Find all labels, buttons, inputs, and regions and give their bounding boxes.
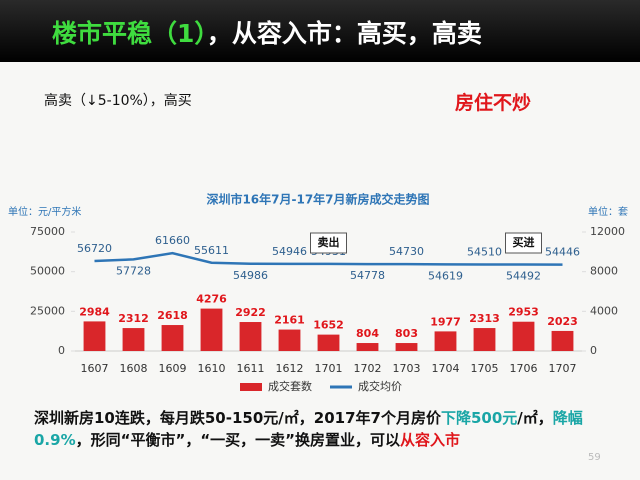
bar-value-label: 804: [356, 327, 379, 340]
title-highlight: 楼市平稳（1）: [52, 19, 207, 48]
bar-value-label: 2618: [157, 309, 188, 322]
line-value-label: 56720: [77, 242, 112, 255]
line-value-label: 54510: [467, 246, 502, 259]
x-tick-label: 1704: [432, 362, 460, 375]
x-tick-label: 1706: [510, 362, 538, 375]
bar: [239, 322, 262, 351]
y-tick-label: 0: [58, 344, 65, 357]
line-value-label: 54619: [428, 269, 463, 282]
line-value-label: 54986: [233, 269, 268, 282]
line-value-label: 54730: [389, 245, 424, 258]
y2-tick-label: 12000: [590, 225, 625, 238]
annotation: 卖出: [318, 235, 340, 249]
line-value-label: 55611: [194, 244, 229, 257]
x-tick-label: 1610: [198, 362, 226, 375]
bar: [83, 321, 106, 351]
x-tick-label: 1609: [159, 362, 187, 375]
header-bar: 楼市平稳（1），从容入市：高买，高卖: [0, 0, 640, 62]
bar: [122, 328, 145, 351]
bar-value-label: 2312: [118, 312, 149, 325]
bar: [161, 325, 184, 351]
footer-segment: /㎡，: [517, 409, 553, 427]
bar: [317, 334, 340, 351]
line-value-label: 57728: [116, 264, 151, 277]
bar-value-label: 2984: [79, 305, 110, 318]
page-number: 59: [588, 452, 601, 463]
bar: [356, 343, 379, 351]
bar-value-label: 2161: [274, 314, 305, 327]
bar: [551, 330, 574, 351]
y-unit: 单位：元/平方米: [8, 205, 81, 218]
bar-value-label: 803: [395, 327, 418, 340]
bar: [278, 329, 301, 351]
bar-value-label: 1977: [430, 315, 461, 328]
x-tick-label: 1707: [549, 362, 577, 375]
legend-swatch: [240, 383, 262, 391]
annotation-box: [505, 232, 542, 254]
bar-value-label: 1652: [313, 319, 344, 332]
y-tick-label: 25000: [30, 304, 65, 317]
y2-unit: 单位：套: [588, 205, 628, 218]
footer-segment: 下降500元: [440, 409, 518, 427]
legend-label: 成交均价: [358, 379, 402, 393]
footer-segment: 降幅0.9%: [34, 409, 583, 449]
bar: [512, 321, 535, 351]
bar: [395, 343, 418, 351]
chart-title: 深圳市16年7月-17年7月新房成交走势图: [206, 192, 429, 207]
line: [94, 251, 563, 266]
subtitle: 高卖（↓5-10%），高买: [44, 93, 192, 109]
x-tick-label: 1705: [471, 362, 499, 375]
slogan: 房住不炒: [455, 92, 532, 114]
bar-value-label: 2023: [547, 315, 578, 328]
line-value-label: 54446: [545, 246, 580, 259]
y2-tick-label: 4000: [590, 304, 618, 317]
bar: [200, 308, 223, 351]
y-tick-label: 50000: [30, 265, 65, 278]
y2-tick-label: 0: [590, 344, 597, 357]
bar-value-label: 2313: [469, 312, 500, 325]
x-tick-label: 1607: [81, 362, 109, 375]
x-tick-label: 1701: [315, 362, 343, 375]
bar-value-label: 2922: [235, 306, 266, 319]
slide-title: 楼市平稳（1），从容入市：高买，高卖: [52, 14, 482, 50]
bar-value-label: 4276: [196, 293, 227, 306]
bar-value-label: 2953: [508, 306, 539, 319]
x-tick-label: 1611: [237, 362, 265, 375]
annotation: 买进: [513, 235, 535, 249]
footer-segment: 深圳新房10连跌，每月跌50-150元/㎡，2017年7个月房价: [34, 409, 441, 427]
y-tick-label: 75000: [30, 225, 65, 238]
bar: [434, 331, 457, 351]
x-tick-label: 1703: [393, 362, 421, 375]
footer-text: 深圳新房10连跌，每月跌50-150元/㎡，2017年7个月房价下降500元/㎡…: [34, 407, 619, 451]
line-value-label: 54946: [272, 245, 307, 258]
annotation-box: [310, 232, 347, 254]
x-tick-label: 1612: [276, 362, 304, 375]
x-tick-label: 1702: [354, 362, 382, 375]
bar: [473, 328, 496, 351]
line-value-label: 61660: [155, 234, 190, 247]
x-tick-label: 1608: [120, 362, 148, 375]
line-value-label: 54492: [506, 270, 541, 283]
title-rest: ，从容入市：高买，高卖: [206, 19, 482, 48]
y2-tick-label: 8000: [590, 265, 618, 278]
legend-label: 成交套数: [268, 379, 312, 393]
line-value-label: 54778: [350, 269, 385, 282]
footer-segment: 从容入市: [400, 431, 461, 449]
footer-segment: ，形同“平衡市”，“一买，一卖”换房置业，可以: [75, 431, 401, 449]
